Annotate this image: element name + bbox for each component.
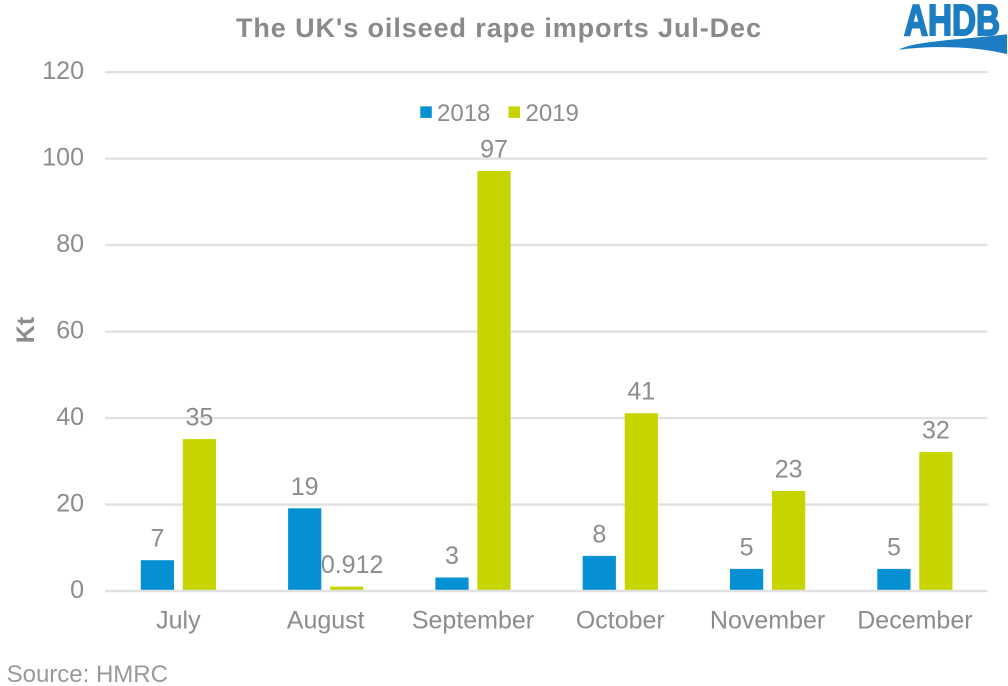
svg-text:23: 23 (775, 456, 803, 484)
svg-text:32: 32 (922, 417, 950, 445)
svg-text:October: October (576, 606, 665, 634)
svg-text:Source: HMRC: Source: HMRC (7, 661, 168, 686)
svg-text:November: November (710, 606, 825, 634)
svg-text:0.912: 0.912 (321, 551, 384, 579)
svg-text:7: 7 (150, 525, 164, 553)
svg-text:December: December (857, 606, 972, 634)
svg-text:41: 41 (627, 378, 655, 406)
svg-text:8: 8 (592, 520, 606, 548)
svg-text:2019: 2019 (526, 100, 579, 127)
svg-text:3: 3 (445, 542, 459, 570)
svg-text:35: 35 (185, 404, 213, 432)
svg-text:60: 60 (56, 316, 84, 344)
svg-text:0: 0 (70, 576, 84, 604)
svg-text:2018: 2018 (437, 100, 490, 127)
svg-text:97: 97 (480, 136, 508, 164)
svg-text:5: 5 (740, 533, 754, 561)
svg-text:40: 40 (56, 403, 84, 431)
svg-text:5: 5 (887, 533, 901, 561)
svg-text:80: 80 (56, 230, 84, 258)
svg-text:July: July (156, 606, 201, 634)
svg-text:20: 20 (56, 489, 84, 517)
svg-text:19: 19 (291, 473, 319, 501)
svg-text:120: 120 (42, 57, 84, 85)
svg-text:September: September (412, 606, 534, 634)
svg-text:The UK's oilseed rape imports: The UK's oilseed rape imports Jul-Dec (236, 13, 761, 43)
svg-text:100: 100 (42, 143, 84, 171)
svg-text:Kt: Kt (12, 316, 40, 343)
svg-text:August: August (287, 606, 365, 634)
